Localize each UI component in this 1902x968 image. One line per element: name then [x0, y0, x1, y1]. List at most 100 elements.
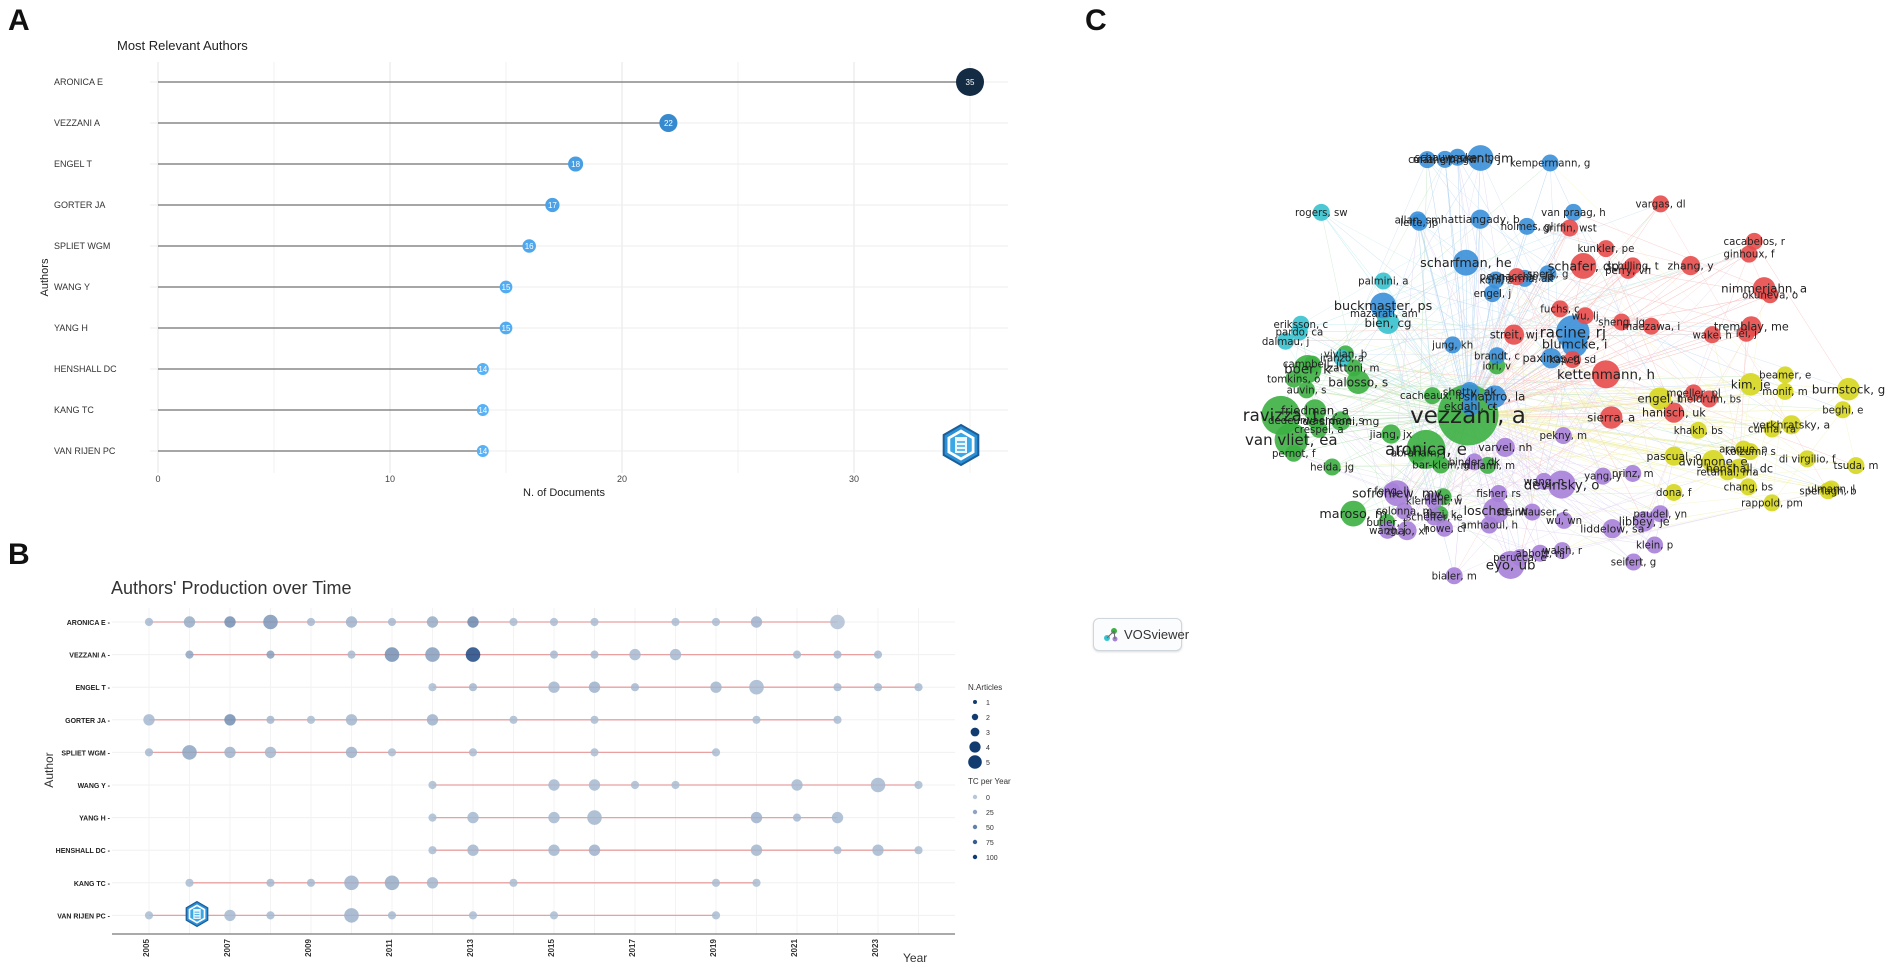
- chart-b-point: [144, 748, 154, 757]
- network-edge: [1605, 248, 1792, 425]
- network-edge: [1467, 414, 1661, 514]
- network-edge: [1306, 389, 1751, 452]
- legend-color-title: TC per Year: [968, 777, 1011, 786]
- chart-b-author-label: WANG Y -: [78, 783, 111, 790]
- network-node-label: vargas, dl: [1635, 199, 1685, 210]
- network-edge: [1467, 414, 1613, 529]
- network-node: [1634, 511, 1655, 532]
- network-edge: [1387, 159, 1446, 323]
- network-node-label: tsuda, m: [1834, 461, 1879, 472]
- chart-b-point: [266, 715, 275, 724]
- network-edge: [1383, 280, 1740, 469]
- network-node-label: maroso, m: [1319, 507, 1387, 522]
- chart-b-point: [344, 875, 359, 891]
- network-edge: [1467, 414, 1832, 490]
- chart-b-xtick: 2021: [790, 939, 799, 957]
- chart-b-point: [752, 715, 761, 724]
- network-node-label: verkhratsky, a: [1753, 419, 1830, 432]
- chart-b-point: [465, 647, 481, 662]
- chart-a-category-label: VEZZANI A: [54, 118, 100, 128]
- chart-a-xtick: 0: [155, 474, 160, 484]
- legend-color-label: 25: [986, 810, 994, 817]
- network-node-label: iori, v: [1482, 361, 1511, 372]
- chart-b-point: [792, 813, 802, 822]
- chart-b-point: [630, 683, 640, 692]
- chart-b-point: [870, 777, 886, 793]
- network-node: [1847, 457, 1865, 475]
- network-node-label: blumcke, i: [1542, 338, 1608, 353]
- network-node-label: ginhoux, f: [1723, 250, 1774, 261]
- chart-b-point: [711, 617, 721, 627]
- network-node-label: koizumi, s: [1725, 447, 1776, 458]
- network-edge: [1417, 219, 1469, 416]
- chart-b-author-label: YANG H -: [79, 816, 111, 823]
- network-node-label: bien, cg: [1364, 316, 1411, 330]
- network-node-label: yang, y: [1584, 472, 1622, 483]
- vosviewer-badge[interactable]: VOSviewer: [1093, 618, 1189, 651]
- chart-a-dot: [476, 404, 489, 416]
- chart-a-category-label: KANG TC: [54, 405, 94, 415]
- network-node-label: paudel, yn: [1633, 509, 1687, 520]
- network-node: [1646, 536, 1664, 554]
- network-node: [1837, 377, 1860, 401]
- legend-color-label: 50: [986, 825, 994, 832]
- network-edge: [1496, 365, 1562, 485]
- network-edge: [1498, 417, 1612, 494]
- network-edge: [1513, 273, 1549, 335]
- network-edge: [1494, 396, 1832, 490]
- network-node: [1651, 505, 1669, 523]
- chart-b-point: [266, 878, 275, 887]
- network-edge: [1551, 358, 1604, 477]
- network-node-label: minami, m: [1460, 461, 1515, 472]
- network-node-label: van vliet, ea: [1245, 431, 1338, 449]
- network-node: [1340, 500, 1367, 527]
- chart-b-point: [711, 911, 721, 920]
- network-edge: [1524, 278, 1710, 400]
- network-edge: [1457, 157, 1533, 513]
- chart-b-xtick: 2023: [871, 939, 880, 957]
- network-edge: [1750, 451, 1808, 460]
- network-edge: [1550, 162, 1786, 392]
- network-node-label: wu, lj: [1572, 311, 1599, 322]
- network-node: [1298, 381, 1316, 399]
- network-node: [1834, 401, 1852, 419]
- network-edge: [1300, 324, 1752, 327]
- network-edge: [1467, 414, 1728, 473]
- network-edge: [1383, 203, 1661, 306]
- network-edge: [1383, 280, 1573, 333]
- chart-b-point: [914, 780, 923, 790]
- network-node: [1374, 272, 1392, 290]
- network-edge: [1425, 449, 1613, 529]
- chart-b-author-label: HENSHALL DC -: [56, 848, 111, 855]
- chart-b-point: [588, 681, 601, 693]
- network-node-label: chang, bs: [1724, 482, 1773, 493]
- chart-b-point: [509, 715, 518, 724]
- network-edge: [1299, 331, 1792, 425]
- network-node-label: palmini, a: [1358, 277, 1408, 288]
- chart-a-category-label: YANG H: [54, 323, 88, 333]
- chart-b-xtick: 2005: [142, 939, 151, 957]
- network-node: [1642, 317, 1660, 335]
- chart-b-xtick: 2009: [304, 939, 313, 957]
- network-node: [1776, 382, 1794, 400]
- network-edge: [1467, 412, 1674, 416]
- network-node: [1703, 326, 1721, 344]
- bibliometrix-logo-icon: [185, 900, 209, 928]
- chart-a-dot: [568, 156, 584, 172]
- chart-b-point: [306, 617, 316, 627]
- network-node-label: kohl, z: [1479, 276, 1512, 287]
- network-node-label: avignone, e: [1679, 454, 1748, 468]
- network-edge: [1480, 157, 1573, 360]
- network-node-label: kettenmann, h: [1557, 368, 1655, 383]
- network-node-label: sperlagh, b: [1799, 486, 1856, 497]
- network-node-label: meldrum, bs: [1677, 395, 1741, 406]
- network-node: [1741, 316, 1762, 337]
- network-edge: [1419, 222, 1469, 416]
- chart-b-xlabel: Year: [903, 951, 927, 965]
- network-edge: [1551, 358, 1744, 450]
- network-node: [1551, 300, 1569, 318]
- network-node-label: jung, kh: [1431, 340, 1473, 351]
- network-edge: [1315, 355, 1498, 421]
- network-node-label: perry, vh: [1605, 266, 1651, 277]
- network-node-label: rappold, pm: [1741, 498, 1803, 509]
